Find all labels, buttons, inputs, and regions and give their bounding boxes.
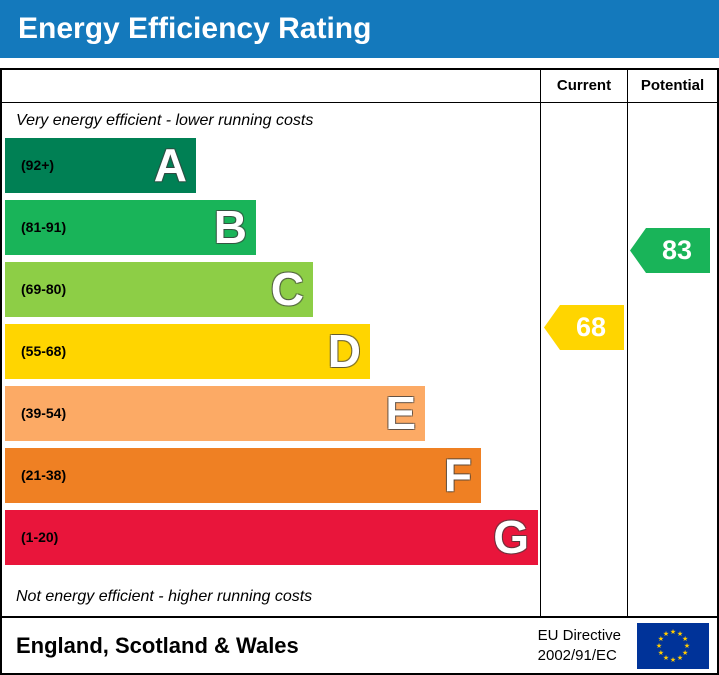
potential-column-header: Potential [640, 77, 705, 94]
svg-text:★: ★ [677, 654, 683, 662]
svg-text:★: ★ [658, 649, 664, 657]
top-note: Very energy efficient - lower running co… [16, 112, 314, 129]
band-list: (92+) A (81-91) B (69-80) C (55-68) D (3… [5, 138, 538, 565]
band-g-range: (1-20) [21, 529, 59, 545]
svg-text:★: ★ [684, 642, 690, 650]
band-d: (55-68) D [5, 324, 370, 379]
band-c-letter: C [270, 263, 304, 315]
page-title: Energy Efficiency Rating [18, 12, 372, 45]
eu-directive-line2: 2002/91/EC [537, 647, 617, 664]
band-f: (21-38) F [5, 448, 481, 503]
band-c-range: (69-80) [21, 281, 67, 297]
current-rating-value: 68 [575, 312, 607, 342]
svg-text:★: ★ [677, 630, 683, 638]
svg-text:★: ★ [658, 635, 664, 643]
svg-text:★: ★ [682, 649, 688, 657]
band-b: (81-91) B [5, 200, 256, 255]
band-e-range: (39-54) [21, 405, 67, 421]
eu-flag-icon: ★ ★ ★ ★ ★ ★ ★ ★ ★ ★ ★ ★ [637, 623, 709, 669]
potential-rating-value: 83 [661, 235, 693, 265]
band-a-range: (92+) [21, 157, 55, 173]
band-c: (69-80) C [5, 262, 313, 317]
band-f-range: (21-38) [21, 467, 67, 483]
band-a-letter: A [153, 139, 187, 191]
region-label: England, Scotland & Wales [16, 633, 299, 658]
svg-text:★: ★ [670, 656, 676, 664]
footer: England, Scotland & Wales EU Directive 2… [0, 618, 719, 675]
eu-directive-label: EU Directive 2002/91/EC [538, 626, 621, 666]
svg-text:★: ★ [663, 630, 669, 638]
svg-text:★: ★ [656, 642, 662, 650]
band-e-letter: E [385, 387, 416, 439]
potential-column-divider [627, 70, 628, 616]
band-b-letter: B [213, 201, 247, 253]
bottom-note: Not energy efficient - higher running co… [16, 588, 313, 605]
band-d-range: (55-68) [21, 343, 67, 359]
current-rating-arrow: 68 [544, 305, 624, 350]
eu-directive-line1: EU Directive [537, 627, 621, 644]
band-d-letter: D [327, 325, 361, 377]
current-column-divider [540, 70, 541, 616]
svg-text:★: ★ [663, 654, 669, 662]
band-g-letter: G [493, 511, 529, 563]
energy-rating-chart: Current Potential Very energy efficient … [0, 68, 719, 618]
svg-text:★: ★ [670, 628, 676, 636]
current-column-header: Current [556, 77, 612, 94]
svg-text:★: ★ [682, 635, 688, 643]
column-header-row [2, 70, 717, 103]
band-e: (39-54) E [5, 386, 425, 441]
band-g: (1-20) G [5, 510, 538, 565]
title-bar: Energy Efficiency Rating [0, 0, 719, 58]
band-a: (92+) A [5, 138, 196, 193]
potential-rating-arrow: 83 [630, 228, 710, 273]
band-f-letter: F [443, 449, 472, 501]
band-b-range: (81-91) [21, 219, 67, 235]
